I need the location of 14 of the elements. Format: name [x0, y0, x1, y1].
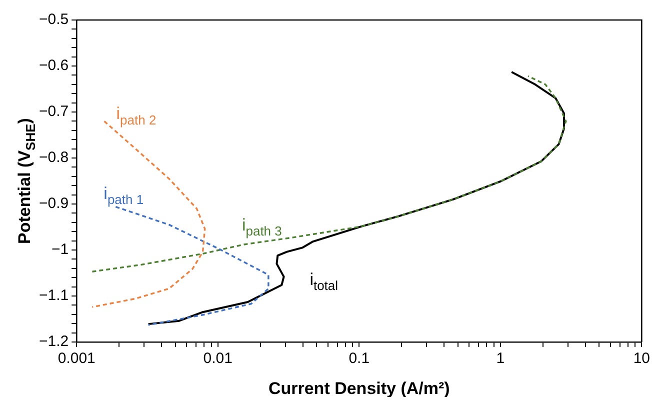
x-tick-label: 0.001: [58, 350, 96, 368]
y-tick-label: −1.1: [38, 287, 69, 304]
y-tick-label: −0.8: [38, 149, 69, 166]
y-tick-label: −0.5: [38, 11, 69, 28]
y-tick-label: −1: [52, 241, 69, 258]
y-tick-label: −1.2: [38, 333, 69, 350]
y-tick-label: −0.7: [38, 103, 69, 120]
x-tick-label: 10: [633, 350, 650, 368]
x-tick-label: 1: [496, 350, 505, 368]
y-tick-label: −0.9: [38, 195, 69, 212]
y-axis-title: Potential (VSHE): [15, 118, 38, 244]
x-tick-label: 0.01: [203, 350, 232, 368]
x-tick-label: 0.1: [348, 350, 370, 368]
y-tick-label: −0.6: [38, 57, 69, 74]
